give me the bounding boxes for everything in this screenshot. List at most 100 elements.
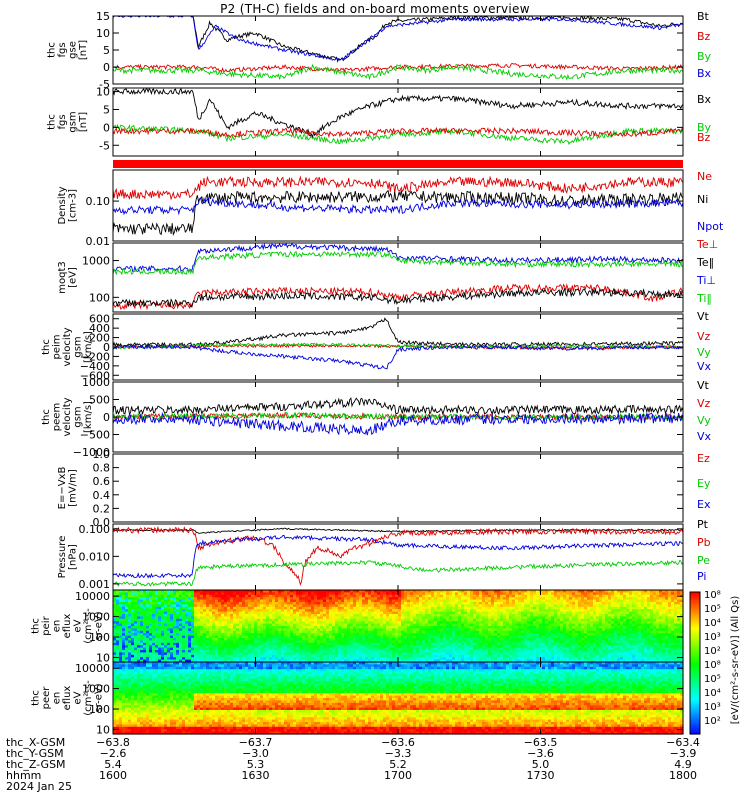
spectrogram-cell (167, 630, 171, 634)
spectrogram-cell (410, 645, 414, 649)
spectrogram-cell (443, 630, 447, 634)
spectrogram-cell (434, 623, 438, 627)
spectrogram-cell (347, 618, 351, 622)
spectrogram-cell (428, 614, 432, 617)
spectrogram-cell (557, 657, 561, 661)
spectrogram-cell (527, 590, 531, 593)
spectrogram-cell (143, 652, 147, 656)
spectrogram-cell (161, 611, 165, 615)
spectrogram-cell (467, 657, 471, 661)
spectrogram-cell (239, 638, 243, 641)
spectrogram-cell (515, 604, 519, 608)
spectrogram-cell (500, 592, 504, 596)
spectrogram-cell (494, 623, 498, 627)
spectrogram-cell (176, 652, 180, 656)
spectrogram-cell (236, 623, 240, 627)
spectrogram-cell (557, 594, 561, 598)
spectrogram-cell (521, 650, 525, 653)
spectrogram-cell (284, 606, 288, 610)
spectrogram-cell (554, 592, 558, 596)
spectrogram-cell (401, 630, 405, 634)
spectrogram-cell (566, 626, 570, 629)
spectrogram-cell (509, 616, 513, 620)
spectrogram-cell (545, 623, 549, 627)
spectrogram-cell (359, 609, 363, 613)
spectrogram-cell (485, 652, 489, 656)
spectrogram-cell (269, 611, 273, 615)
spectrogram-cell (503, 597, 507, 601)
spectrogram-cell (218, 630, 222, 634)
spectrogram-cell (182, 611, 186, 615)
spectrogram-cell (317, 650, 321, 653)
spectrogram-cell (308, 597, 312, 601)
spectrogram-cell (455, 633, 459, 637)
spectrogram-cell (413, 647, 417, 651)
spectrogram-cell (293, 626, 297, 629)
spectrogram-cell (380, 640, 384, 644)
spectrogram-cell (494, 626, 498, 629)
spectrogram-cell (371, 606, 375, 610)
spectrogram-cell (386, 640, 390, 644)
spectrogram-cell (473, 606, 477, 610)
spectrogram-cell (449, 652, 453, 656)
spectrogram-cell (503, 623, 507, 627)
spectrogram-cell (155, 602, 159, 605)
spectrogram-cell (476, 614, 480, 617)
spectrogram-cell (515, 594, 519, 598)
spectrogram-cell (566, 590, 570, 593)
spectrogram-cell (173, 650, 177, 653)
spectrogram-cell (440, 611, 444, 615)
spectrogram-cell (188, 594, 192, 598)
spectrogram-cell (416, 630, 420, 634)
spectrogram-cell (158, 594, 162, 598)
spectrogram-cell (245, 590, 249, 593)
spectrogram-cell (137, 614, 141, 617)
spectrogram-cell (314, 592, 318, 596)
spectrogram-cell (254, 633, 258, 637)
spectrogram-cell (536, 630, 540, 634)
spectrogram-cell (131, 599, 135, 603)
spectrogram-cell (326, 633, 330, 637)
spectrogram-cell (413, 597, 417, 601)
spectrogram-cell (416, 654, 420, 658)
spectrogram-cell (359, 614, 363, 617)
spectrogram-cell (353, 628, 357, 632)
spectrogram-cell (227, 623, 231, 627)
spectrogram-cell (527, 659, 531, 663)
spectrogram-cell (248, 657, 252, 661)
spectrogram-cell (551, 611, 555, 615)
spectrogram-cell (197, 650, 201, 653)
spectrogram-cell (134, 626, 138, 629)
spectrogram-cell (359, 654, 363, 658)
spectrogram-cell (446, 616, 450, 620)
spectrogram-cell (266, 650, 270, 653)
spectrogram-cell (356, 599, 360, 603)
spectrogram-cell (308, 604, 312, 608)
spectrogram-cell (278, 604, 282, 608)
spectrogram-cell (419, 626, 423, 629)
spectrogram-cell (167, 597, 171, 601)
spectrogram-cell (569, 640, 573, 644)
spectrogram-cell (548, 647, 552, 651)
spectrogram-cell (152, 621, 156, 625)
spectrogram-cell (368, 647, 372, 651)
spectrogram-cell (131, 618, 135, 622)
spectrogram-cell (545, 630, 549, 634)
spectrogram-cell (461, 609, 465, 613)
spectrogram-cell (530, 654, 534, 658)
spectrogram-cell (122, 628, 126, 632)
spectrogram-cell (233, 604, 237, 608)
spectrogram-cell (131, 652, 135, 656)
spectrogram-cell (152, 604, 156, 608)
spectrogram-cell (563, 606, 567, 610)
spectrogram-cell (380, 623, 384, 627)
spectrogram-cell (227, 594, 231, 598)
spectrogram-cell (275, 654, 279, 658)
spectrogram-cell (266, 594, 270, 598)
spectrogram-cell (467, 604, 471, 608)
spectrogram-cell (581, 642, 585, 646)
spectrogram-cell (272, 626, 276, 629)
spectrogram-cell (371, 652, 375, 656)
spectrogram-cell (410, 659, 414, 663)
spectrogram-cell (386, 626, 390, 629)
